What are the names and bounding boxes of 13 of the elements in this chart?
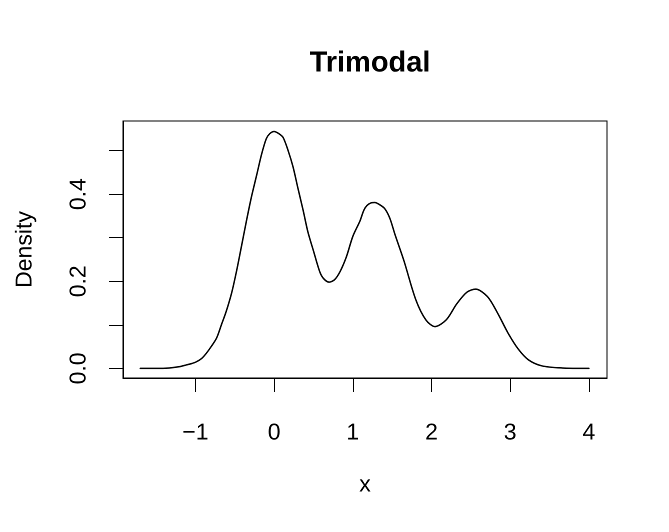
x-axis-title: x (359, 470, 372, 496)
y-tick-label: 0.0 (64, 352, 90, 384)
x-tick-label: −1 (182, 418, 209, 444)
x-tick-label: 2 (425, 418, 438, 444)
chart-title: Trimodal (310, 46, 430, 78)
x-tick-label: 1 (346, 418, 360, 444)
x-tick-label: 0 (268, 418, 280, 444)
x-tick-label: 4 (582, 418, 596, 444)
line-series (140, 130, 590, 370)
y-tick-label: 0.4 (64, 178, 90, 210)
x-tick-label: 3 (504, 418, 517, 444)
y-axis-title: Density (10, 210, 36, 288)
y-tick-label: 0.2 (64, 265, 90, 298)
